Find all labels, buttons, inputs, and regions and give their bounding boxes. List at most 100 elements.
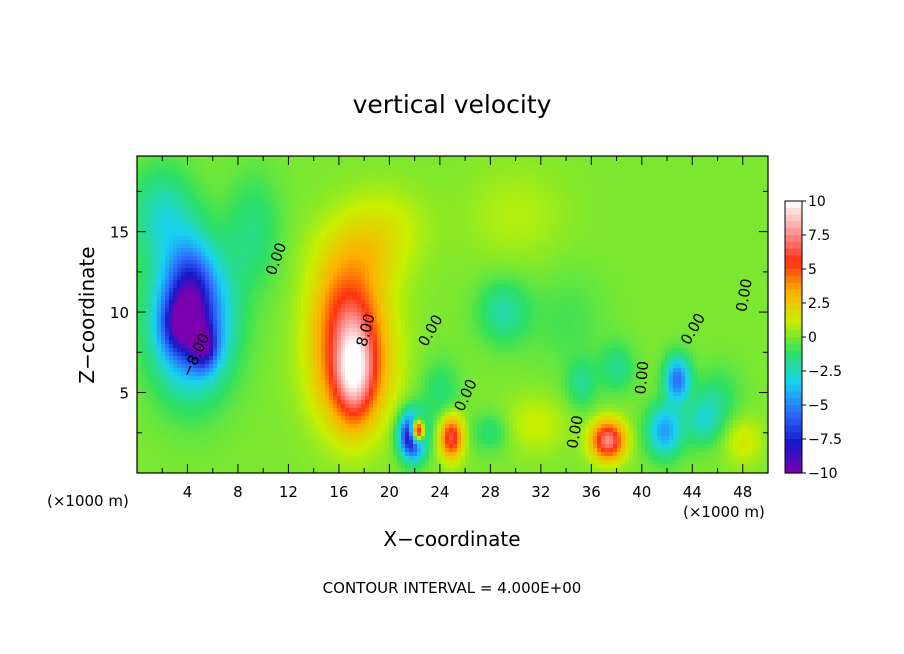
heatmap-cell	[213, 220, 218, 225]
heatmap-cell	[317, 276, 322, 281]
heatmap-cell	[297, 164, 302, 169]
heatmap-cell	[269, 228, 274, 233]
heatmap-cell	[661, 172, 666, 177]
heatmap-cell	[765, 248, 768, 253]
heatmap-cell	[577, 268, 582, 273]
heatmap-cell	[545, 172, 550, 177]
heatmap-cell	[257, 176, 262, 181]
heatmap-cell	[577, 204, 582, 209]
heatmap-cell	[741, 240, 746, 245]
heatmap-cell	[549, 268, 554, 273]
heatmap-cell	[529, 176, 534, 181]
heatmap-cell	[225, 228, 230, 233]
heatmap-cell	[397, 196, 402, 201]
heatmap-cell	[405, 276, 410, 281]
heatmap-cell	[689, 188, 694, 193]
heatmap-cell	[401, 228, 406, 233]
heatmap-cell	[629, 160, 634, 165]
heatmap-cell	[685, 228, 690, 233]
heatmap-cell	[465, 268, 470, 273]
heatmap-cell	[389, 268, 394, 273]
heatmap-cell	[413, 172, 418, 177]
heatmap-cell	[461, 252, 466, 257]
heatmap-cell	[213, 160, 218, 165]
heatmap-cell	[181, 200, 186, 205]
heatmap-cell	[529, 252, 534, 257]
heatmap-cell	[233, 188, 238, 193]
heatmap-cell	[293, 208, 298, 213]
heatmap-cell	[145, 232, 150, 237]
heatmap-cell	[613, 196, 618, 201]
heatmap-cell	[609, 196, 614, 201]
heatmap-cell	[369, 196, 374, 201]
heatmap-cell	[697, 248, 702, 253]
heatmap-cell	[353, 164, 358, 169]
heatmap-cell	[485, 248, 490, 253]
heatmap-cell	[265, 252, 270, 257]
heatmap-cell	[645, 192, 650, 197]
heatmap-cell	[257, 264, 262, 269]
heatmap-cell	[709, 272, 714, 277]
heatmap-cell	[345, 276, 350, 281]
heatmap-cell	[469, 212, 474, 217]
heatmap-cell	[577, 244, 582, 249]
heatmap-cell	[317, 212, 322, 217]
heatmap-cell	[509, 264, 514, 269]
heatmap-cell	[457, 212, 462, 217]
heatmap-cell	[453, 252, 458, 257]
heatmap-cell	[645, 224, 650, 229]
heatmap-cell	[721, 204, 726, 209]
heatmap-cell	[525, 232, 530, 237]
heatmap-cell	[277, 176, 282, 181]
heatmap-cell	[345, 264, 350, 269]
heatmap-cell	[365, 236, 370, 241]
heatmap-cell	[417, 248, 422, 253]
heatmap-cell	[729, 220, 734, 225]
heatmap-cell	[209, 200, 214, 205]
heatmap-cell	[281, 232, 286, 237]
heatmap-cell	[461, 280, 466, 285]
heatmap-cell	[641, 224, 646, 229]
heatmap-cell	[277, 244, 282, 249]
heatmap-cell	[425, 224, 430, 229]
heatmap-cell	[145, 208, 150, 213]
heatmap-cell	[721, 216, 726, 221]
heatmap-cell	[753, 200, 758, 205]
heatmap-cell	[753, 188, 758, 193]
heatmap-cell	[493, 280, 498, 285]
heatmap-cell	[593, 204, 598, 209]
heatmap-cell	[689, 276, 694, 281]
heatmap-cell	[657, 180, 662, 185]
heatmap-cell	[625, 204, 630, 209]
heatmap-cell	[597, 200, 602, 205]
heatmap-cell	[273, 220, 278, 225]
heatmap-cell	[197, 188, 202, 193]
heatmap-cell	[349, 268, 354, 273]
heatmap-cell	[457, 228, 462, 233]
heatmap-cell	[705, 264, 710, 269]
heatmap-cell	[545, 176, 550, 181]
heatmap-cell	[585, 260, 590, 265]
heatmap-cell	[313, 252, 318, 257]
heatmap-cell	[429, 200, 434, 205]
heatmap-cell	[309, 164, 314, 169]
heatmap-cell	[661, 244, 666, 249]
heatmap-cell	[221, 164, 226, 169]
heatmap-cell	[437, 216, 442, 221]
heatmap-cell	[757, 204, 762, 209]
heatmap-cell	[597, 220, 602, 225]
heatmap-cell	[453, 280, 458, 285]
heatmap-cell	[345, 228, 350, 233]
heatmap-cell	[245, 248, 250, 253]
heatmap-cell	[497, 272, 502, 277]
heatmap-cell	[137, 248, 142, 253]
heatmap-cell	[721, 240, 726, 245]
heatmap-cell	[441, 240, 446, 245]
heatmap-cell	[157, 248, 162, 253]
heatmap-cell	[553, 196, 558, 201]
heatmap-cell	[565, 192, 570, 197]
heatmap-cell	[289, 196, 294, 201]
heatmap-cell	[569, 232, 574, 237]
heatmap-cell	[517, 204, 522, 209]
heatmap-cell	[649, 228, 654, 233]
